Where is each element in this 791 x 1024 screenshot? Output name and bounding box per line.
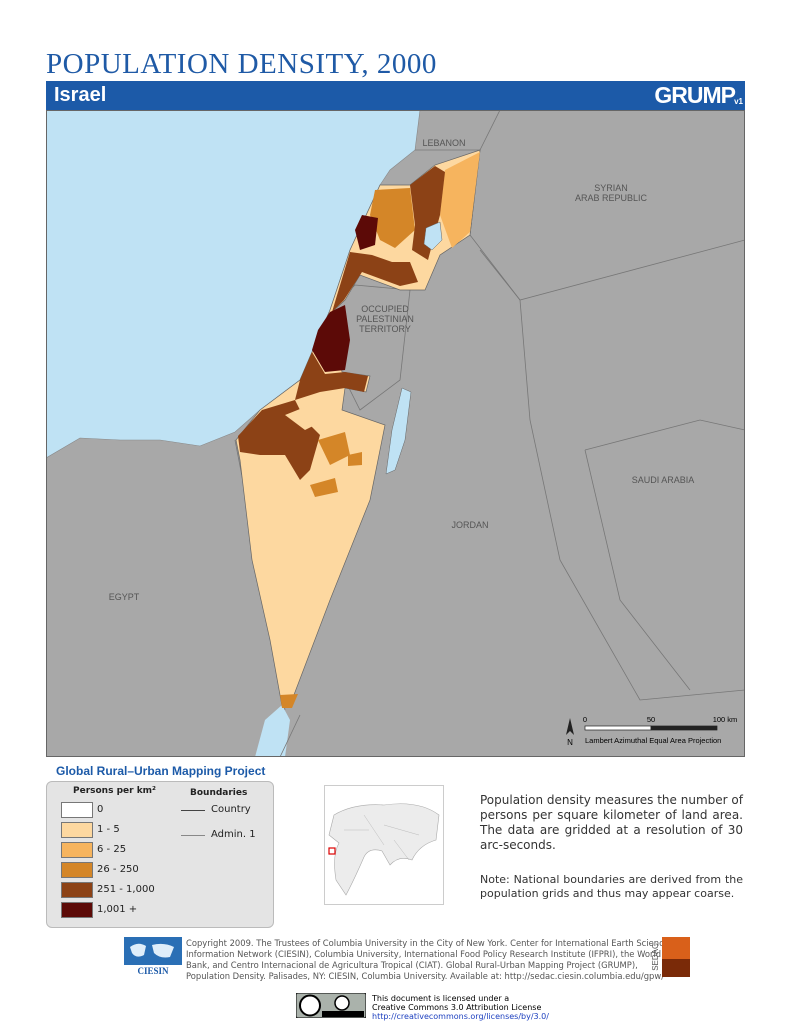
map-label: SAUDI ARABIA bbox=[632, 475, 695, 485]
legend: Persons per km² Boundaries 0 1 - 5 6 - 25 2… bbox=[46, 781, 274, 928]
map-label: OCCUPIED bbox=[361, 304, 409, 314]
legend-label: 1,001 + bbox=[97, 904, 138, 915]
density-area bbox=[318, 432, 350, 465]
country-line bbox=[181, 810, 205, 811]
legend-label: 6 - 25 bbox=[97, 844, 127, 855]
description: Population density measures the number o… bbox=[480, 793, 743, 852]
density-area bbox=[410, 166, 445, 260]
north-label: N bbox=[567, 738, 573, 747]
density-area bbox=[440, 152, 480, 248]
scale-tick: 50 bbox=[647, 715, 655, 724]
license: This document is licensed under a Creati… bbox=[372, 994, 549, 1021]
copyright: Copyright 2009. The Trustees of Columbia… bbox=[186, 938, 669, 981]
license-line: Creative Commons 3.0 Attribution License bbox=[372, 1003, 542, 1012]
note: Note: National boundaries are derived fr… bbox=[480, 873, 743, 900]
legend-swatch bbox=[61, 862, 93, 878]
north-arrow bbox=[566, 718, 574, 735]
map-label: EGYPT bbox=[109, 592, 140, 602]
banner bbox=[46, 81, 745, 110]
legend-swatch bbox=[61, 882, 93, 898]
locator bbox=[328, 847, 336, 855]
map: LEBANON SYRIAN ARAB REPUBLIC OCCUPIED PA… bbox=[46, 110, 745, 757]
scale-tick: 0 bbox=[583, 715, 587, 724]
cc-badge bbox=[296, 993, 366, 1018]
logo: GRUMP bbox=[654, 82, 736, 108]
map-label: TERRITORY bbox=[359, 324, 411, 334]
ciesin-label: CIESIN bbox=[137, 966, 169, 976]
legend-label: 251 - 1,000 bbox=[97, 884, 155, 895]
israel bbox=[235, 149, 481, 707]
license-url[interactable]: http://creativecommons.org/licenses/by/3… bbox=[372, 1012, 549, 1021]
legend-swatch bbox=[61, 822, 93, 838]
density-area bbox=[370, 188, 415, 248]
gulf bbox=[255, 705, 290, 757]
density-area bbox=[348, 452, 362, 466]
country-name: Israel bbox=[54, 84, 107, 106]
sedac-label: SEDAC bbox=[652, 943, 660, 971]
legend-label: 0 bbox=[97, 804, 104, 815]
legend-title: Persons per km² bbox=[73, 786, 156, 796]
map-frame bbox=[46, 110, 745, 757]
density-area bbox=[280, 694, 298, 708]
scale-bar bbox=[584, 725, 718, 731]
legend-label: 26 - 250 bbox=[97, 864, 139, 875]
map-label: JORDAN bbox=[451, 520, 488, 530]
legend-heading: Global Rural–Urban Mapping Project bbox=[56, 764, 266, 778]
boundary-label: Admin. 1 bbox=[211, 829, 256, 840]
legend-swatch bbox=[61, 802, 93, 818]
projection: Lambert Azimuthal Equal Area Projection bbox=[585, 736, 721, 745]
map-label: LEBANON bbox=[422, 138, 465, 148]
license-line: This document is licensed under a bbox=[372, 994, 510, 1003]
density-area bbox=[332, 252, 418, 312]
density-area bbox=[310, 478, 338, 497]
sedac-logo: SEDAC bbox=[652, 937, 690, 977]
inset-map bbox=[324, 785, 444, 905]
density-area bbox=[295, 352, 368, 400]
ciesin-logo: CIESIN bbox=[124, 937, 182, 976]
legend-label: 1 - 5 bbox=[97, 824, 120, 835]
map-label: PALESTINIAN bbox=[356, 314, 414, 324]
density-area bbox=[285, 405, 325, 430]
scale-segment bbox=[650, 725, 718, 731]
density-area bbox=[355, 215, 378, 250]
legend-swatch bbox=[61, 902, 93, 918]
lake bbox=[423, 221, 443, 251]
legend-swatch bbox=[61, 842, 93, 858]
density-area bbox=[312, 305, 350, 372]
map-label: SYRIAN bbox=[594, 183, 628, 193]
title: POPULATION DENSITY, 2000 bbox=[46, 48, 437, 80]
dead-sea bbox=[385, 387, 412, 475]
map-label: ARAB REPUBLIC bbox=[575, 193, 648, 203]
boundaries-title: Boundaries bbox=[190, 788, 248, 798]
logo-version: v1 bbox=[734, 97, 743, 106]
admin-line bbox=[181, 835, 205, 836]
boundary-label: Country bbox=[211, 804, 251, 815]
scale-segment bbox=[584, 725, 652, 731]
scale-tick: 100 km bbox=[713, 715, 738, 724]
